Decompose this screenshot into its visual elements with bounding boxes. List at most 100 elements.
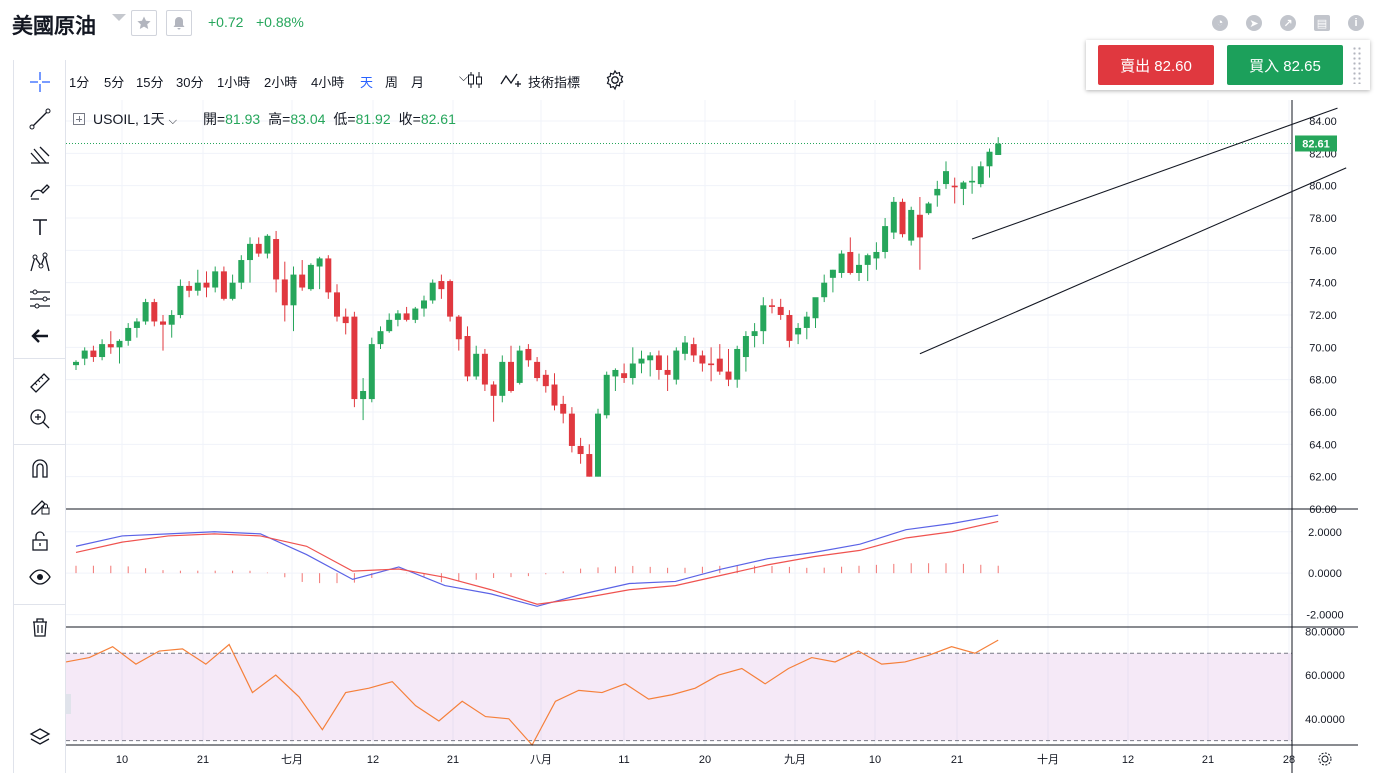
- favorite-star-icon[interactable]: [131, 10, 157, 36]
- time-tick: 12: [1122, 754, 1134, 766]
- candle-body: [995, 143, 1002, 155]
- calendar-icon[interactable]: ▤: [1314, 15, 1330, 31]
- unlock-icon[interactable]: [26, 527, 54, 555]
- interval-0[interactable]: 1分: [69, 75, 90, 90]
- clock-icon[interactable]: ↗: [1280, 15, 1296, 31]
- price-tick: 78.00: [1309, 213, 1337, 225]
- candle-body: [386, 319, 393, 332]
- candle-body: [951, 185, 958, 188]
- rsi-tick: 60.0000: [1305, 670, 1345, 682]
- price-tick: 76.00: [1309, 245, 1337, 257]
- candle-body: [421, 300, 427, 309]
- candle-body: [107, 344, 114, 348]
- settings-gear-icon[interactable]: [604, 69, 626, 96]
- candlestick-type-icon[interactable]: [466, 70, 484, 95]
- brush-icon[interactable]: [26, 177, 54, 205]
- candle-body: [760, 305, 767, 332]
- axis-settings-gear-icon[interactable]: [1318, 752, 1332, 766]
- interval-6[interactable]: 4小時: [311, 75, 345, 90]
- zoom-in-icon[interactable]: [26, 405, 54, 433]
- candle-body: [647, 355, 654, 361]
- candle-body: [638, 358, 645, 364]
- layers-icon[interactable]: [26, 723, 54, 751]
- candle-body: [368, 344, 375, 400]
- sell-button[interactable]: 賣出 82.60: [1098, 45, 1214, 85]
- back-arrow-icon[interactable]: [26, 322, 54, 350]
- candle-body: [682, 342, 688, 354]
- compass-icon[interactable]: ➤: [1246, 15, 1262, 31]
- time-tick: 28: [1283, 754, 1295, 766]
- interval-9[interactable]: 月: [411, 75, 425, 90]
- indicators-icon[interactable]: [500, 70, 522, 95]
- interval-7[interactable]: 天: [360, 75, 374, 90]
- price-tick: 66.00: [1309, 407, 1337, 419]
- lock-drawing-icon[interactable]: [26, 491, 54, 519]
- chart-area[interactable]: 84.0082.0080.0078.0076.0074.0072.0070.00…: [66, 100, 1358, 773]
- alert-bell-icon[interactable]: [166, 10, 192, 36]
- pitchfork-icon[interactable]: [26, 141, 54, 169]
- info-icon[interactable]: i: [1348, 15, 1364, 31]
- candle-body: [499, 361, 506, 396]
- candle-body: [438, 281, 445, 290]
- chevron-down-icon[interactable]: [112, 14, 126, 21]
- interval-4[interactable]: 1小時: [217, 75, 251, 90]
- candle-body: [899, 201, 906, 235]
- price-tick: 64.00: [1309, 439, 1337, 451]
- drag-handle-icon[interactable]: [1352, 46, 1362, 84]
- crosshair-icon[interactable]: [26, 68, 54, 96]
- price-tick: 72.00: [1309, 310, 1337, 322]
- magnet-icon[interactable]: [26, 455, 54, 483]
- trade-panel: 賣出 82.60 買入 82.65: [1086, 40, 1370, 90]
- pie-chart-icon[interactable]: ◔: [1212, 15, 1228, 31]
- legend-close-label: 收=: [398, 111, 421, 127]
- candle-body: [734, 348, 741, 380]
- candle-body: [255, 243, 262, 254]
- candle-body: [403, 313, 410, 320]
- legend-symbol[interactable]: USOIL, 1天: [93, 111, 165, 127]
- candle-body: [90, 350, 97, 358]
- candle-body: [586, 454, 593, 477]
- trend-line-icon[interactable]: [26, 105, 54, 133]
- macd-line: [75, 520, 999, 605]
- rsi-tick: 40.0000: [1305, 714, 1345, 726]
- indicators-button[interactable]: 技術指標: [528, 75, 581, 90]
- interval-3[interactable]: 30分: [176, 75, 204, 90]
- pattern-icon[interactable]: [26, 249, 54, 277]
- candle-body: [908, 209, 915, 241]
- drawing-toolbar: [13, 60, 66, 773]
- candle-body: [612, 369, 619, 377]
- candle-body: [603, 374, 610, 416]
- time-tick: 21: [197, 754, 209, 766]
- gear-teeth: [1318, 752, 1332, 766]
- candle-body: [73, 361, 79, 366]
- text-icon[interactable]: [26, 213, 54, 241]
- fib-retracement-icon[interactable]: [26, 285, 54, 313]
- eye-icon[interactable]: [26, 563, 54, 591]
- macd-line: [75, 514, 999, 607]
- expand-icon[interactable]: [73, 113, 85, 125]
- candle-body: [577, 445, 584, 455]
- interval-5[interactable]: 2小時: [264, 75, 298, 90]
- candle-body: [125, 327, 132, 341]
- interval-2[interactable]: 15分: [136, 75, 164, 90]
- candle-body: [160, 321, 166, 325]
- ruler-icon[interactable]: [26, 369, 54, 397]
- interval-8[interactable]: 周: [385, 75, 399, 90]
- buy-button[interactable]: 買入 82.65: [1227, 45, 1343, 85]
- ohlc-legend: USOIL, 1天 ⌵ 開=81.93 高=83.04 低=81.92 收=82.61: [73, 109, 456, 129]
- gear-center: [1321, 755, 1329, 763]
- chevron-down-icon[interactable]: ⌵: [459, 70, 469, 84]
- candle-body: [621, 373, 628, 379]
- candle-body: [795, 327, 802, 335]
- interval-1[interactable]: 5分: [104, 75, 125, 90]
- candle-body: [281, 279, 288, 306]
- candle-body: [116, 340, 123, 348]
- candle-body: [133, 321, 140, 328]
- macd-tick: -2.0000: [1306, 610, 1343, 622]
- candle-body: [212, 271, 219, 288]
- trash-icon[interactable]: [26, 613, 54, 641]
- candle-body: [934, 188, 941, 196]
- candle-body: [525, 348, 532, 361]
- candle-body: [290, 274, 297, 306]
- chevron-down-icon[interactable]: ⌵: [168, 115, 177, 127]
